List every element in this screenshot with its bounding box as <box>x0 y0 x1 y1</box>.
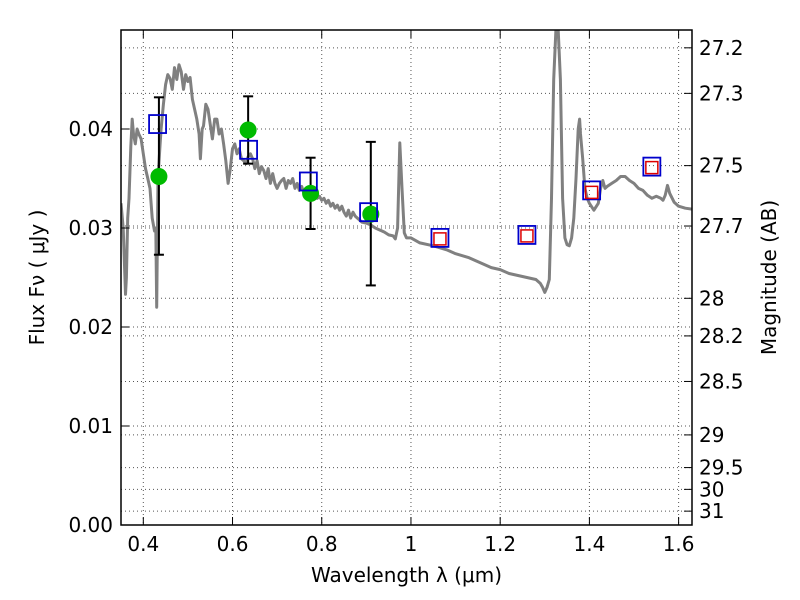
plot-frame <box>120 29 693 526</box>
y-axis-label: Flux Fν ( μJy ) <box>25 210 49 346</box>
x-tick-label: 0.6 <box>217 532 249 556</box>
magnitude-tick-label: 27.7 <box>699 214 744 238</box>
magnitude-tick-label: 27.5 <box>699 154 744 178</box>
x-tick-label: 1.2 <box>484 532 516 556</box>
fit-square-marker <box>584 185 599 200</box>
magnitude-tick-label: 29.5 <box>699 456 744 480</box>
fit-square-marker <box>645 160 659 175</box>
y-tick-label: 0.03 <box>68 216 113 240</box>
secondary-y-axis-label: Magnitude (AB) <box>757 200 781 355</box>
observed-point <box>302 156 320 230</box>
x-tick-label: 1 <box>405 532 418 556</box>
fit-square-marker <box>433 232 447 246</box>
x-axis-label: Wavelength λ (μm) <box>311 563 502 587</box>
data-markers <box>148 95 662 287</box>
model-square-marker <box>148 114 167 134</box>
magnitude-tick-label: 30 <box>699 477 724 501</box>
y-tick-label: 0.02 <box>68 315 113 339</box>
observed-marker <box>150 168 168 186</box>
magnitude-tick-label: 27.2 <box>699 36 744 60</box>
magnitude-tick-label: 28.2 <box>699 324 744 348</box>
observed-point <box>239 95 257 165</box>
observed-marker <box>239 121 257 139</box>
model-square-marker <box>430 227 450 248</box>
model-square-marker <box>239 139 258 160</box>
observed-point <box>150 96 168 256</box>
magnitude-tick-label: 28.5 <box>699 369 744 393</box>
y-tick-label: 0.01 <box>68 414 113 438</box>
x-tick-label: 0.4 <box>127 532 159 556</box>
model-square-marker <box>359 202 378 223</box>
axis-ticks: 0.4 0.6 0.8 1 1.2 1.4 1.6 0.00 0.01 0.02 0.03 0.04 2… <box>68 30 744 556</box>
x-tick-label: 1.6 <box>663 532 695 556</box>
x-tick-label: 1.4 <box>573 532 605 556</box>
observed-marker <box>302 184 320 202</box>
magnitude-tick-label: 28 <box>699 286 724 310</box>
model-square-marker <box>517 225 537 245</box>
observed-marker <box>362 205 380 223</box>
y-tick-label: 0.00 <box>68 513 113 537</box>
y-tick-label: 0.04 <box>68 117 113 141</box>
magnitude-tick-label: 27.3 <box>699 81 744 105</box>
model-spectrum-line <box>121 30 692 309</box>
model-square-marker <box>582 180 602 201</box>
grid-lines <box>121 30 692 526</box>
model-spectrum <box>121 30 692 309</box>
magnitude-tick-label: 29 <box>699 423 724 447</box>
observed-point <box>362 140 380 287</box>
model-square-marker <box>298 171 318 192</box>
x-tick-label: 0.8 <box>306 532 338 556</box>
fit-square-marker <box>520 229 534 243</box>
model-square-marker <box>642 156 662 177</box>
magnitude-tick-label: 31 <box>699 499 724 523</box>
